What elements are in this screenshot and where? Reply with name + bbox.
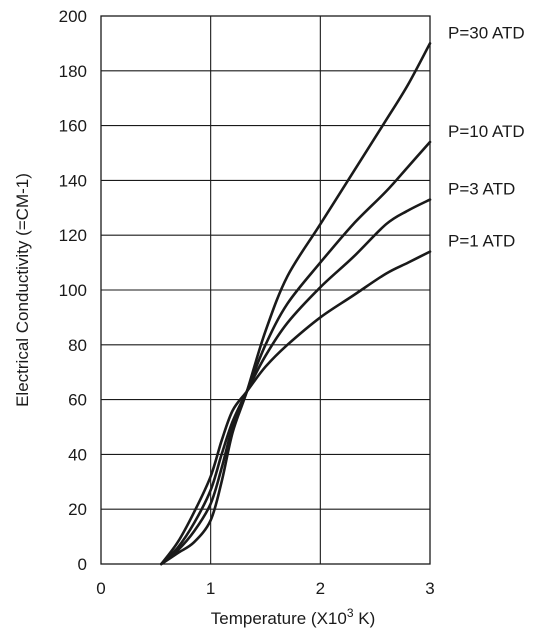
x-axis-title: Temperature (X103 K): [211, 606, 376, 628]
series-line: [160, 250, 432, 566]
y-tick-label: 100: [59, 281, 87, 300]
series-label: P=30 ATD: [448, 23, 525, 42]
x-tick-labels: 0 1 2 3: [96, 579, 434, 598]
y-tick-label: 20: [68, 500, 87, 519]
series-line: [160, 42, 432, 566]
y-tick-label: 180: [59, 62, 87, 81]
series-label: P=1 ATD: [448, 232, 515, 251]
y-tick-label: 60: [68, 391, 87, 410]
y-axis-title: Electrical Conductivity (=CM-1): [13, 173, 32, 407]
series-labels: P=30 ATD P=10 ATD P=3 ATD P=1 ATD: [448, 23, 525, 250]
series-label: P=10 ATD: [448, 122, 525, 141]
y-tick-label: 40: [68, 445, 87, 464]
series-line: [160, 198, 432, 566]
y-tick-label: 140: [59, 171, 87, 190]
y-tick-label: 160: [59, 117, 87, 136]
y-tick-label: 120: [59, 226, 87, 245]
series-line: [160, 140, 432, 566]
x-tick-label: 1: [206, 579, 215, 598]
y-tick-labels: 0 20 40 60 80 100 120 140 160 180 200: [59, 7, 87, 574]
x-tick-label: 2: [316, 579, 325, 598]
series-curves: [160, 42, 432, 566]
y-tick-label: 0: [78, 555, 87, 574]
x-tick-label: 3: [425, 579, 434, 598]
series-label: P=3 ATD: [448, 180, 515, 199]
plot-frame: [100, 15, 431, 565]
y-tick-label: 200: [59, 7, 87, 26]
grid-lines: [101, 16, 430, 564]
y-tick-label: 80: [68, 336, 87, 355]
x-tick-label: 0: [96, 579, 105, 598]
